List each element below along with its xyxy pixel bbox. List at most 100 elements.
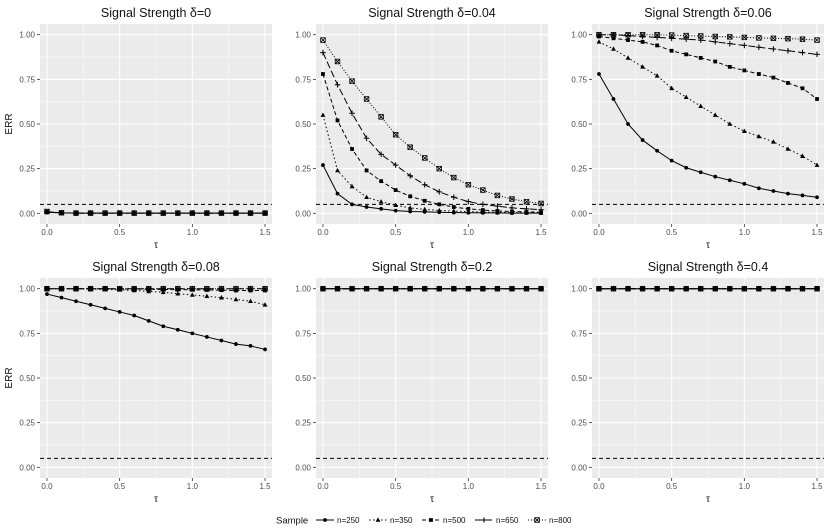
x-tick-label: 0.0 <box>41 228 53 237</box>
point-n=800-1 <box>610 286 617 292</box>
point-n=350-5 <box>393 202 399 208</box>
series-n=800 <box>44 286 268 292</box>
point-n=800-4 <box>102 286 108 292</box>
point-n=350-11 <box>204 293 210 299</box>
point-n=800-1 <box>334 286 341 292</box>
point-n=350-1 <box>611 46 616 51</box>
y-tick-label: 0.25 <box>571 165 587 174</box>
point-n=800-12 <box>494 192 501 199</box>
point-n=350-1 <box>335 167 340 173</box>
point-n=800-11 <box>204 210 210 216</box>
x-tick-label: 1.5 <box>259 482 271 491</box>
point-n=800-2 <box>349 78 355 84</box>
x-tick-label: 1.5 <box>535 482 547 491</box>
point-n=650-6 <box>407 172 413 179</box>
facet-panel-4: Signal Strength δ=0.2 0.00 0.25 0.50 0.75 1.0… <box>295 260 548 505</box>
point-n=800-13 <box>785 35 791 42</box>
point-n=800-0 <box>320 37 326 43</box>
point-n=800-1 <box>58 286 65 292</box>
point-n=500-12 <box>771 75 776 80</box>
point-n=350-13 <box>785 146 791 151</box>
point-n=650-10 <box>741 42 748 49</box>
point-n=800-3 <box>639 32 646 38</box>
point-n=650-8 <box>712 39 719 45</box>
legend-title: Sample <box>276 516 308 527</box>
point-n=800-6 <box>131 286 137 292</box>
point-n=350-7 <box>422 206 428 212</box>
x-tick-label: 0.5 <box>390 482 402 491</box>
x-tick-label: 1.0 <box>187 482 199 491</box>
y-tick-label: 0.50 <box>19 374 35 383</box>
point-n=500-4 <box>655 43 660 48</box>
point-n=500-13 <box>786 81 790 85</box>
x-tick-label: 1.5 <box>259 228 271 237</box>
point-n=800-1 <box>58 210 65 216</box>
point-n=800-14 <box>247 210 254 216</box>
y-tick-label: 1.00 <box>19 31 35 40</box>
legend-entry-n=250: n=250 <box>316 516 360 525</box>
panel-title: Signal Strength δ=0 <box>101 6 211 20</box>
point-n=800-2 <box>625 286 631 292</box>
point-n=800-9 <box>175 210 181 216</box>
point-n=250-1 <box>59 295 64 300</box>
x-tick-label: 0.0 <box>41 482 53 491</box>
point-n=800-3 <box>363 286 370 292</box>
point-n=800-5 <box>392 132 399 138</box>
point-n=350-key <box>375 517 381 522</box>
series-n=250 <box>45 292 267 352</box>
facet-panel-0: Signal Strength δ=0 0.00 0.25 0.50 0.75 1.00 0… <box>4 6 272 251</box>
point-n=800-10 <box>465 182 472 188</box>
point-n=650-2 <box>349 110 355 117</box>
point-n=800-10 <box>189 210 196 216</box>
point-n=250-4 <box>655 148 660 153</box>
x-axis-label: τ <box>430 494 434 505</box>
y-tick-label: 0.75 <box>295 75 311 84</box>
y-tick-label: 0.75 <box>571 329 587 338</box>
y-tick-label: 0.00 <box>295 463 311 472</box>
series-line-n=500 <box>598 36 818 100</box>
point-n=800-10 <box>189 286 196 292</box>
point-n=800-15 <box>262 286 268 292</box>
point-n=500-3 <box>364 168 369 173</box>
x-axis-label: τ <box>706 494 710 505</box>
y-tick-label: 0.25 <box>295 419 311 428</box>
legend-entry-n=350: n=350 <box>369 516 413 525</box>
point-n=500-3 <box>640 39 645 44</box>
point-n=800-10 <box>741 34 748 41</box>
y-tick-label: 0.00 <box>295 209 311 218</box>
y-tick-label: 0.25 <box>571 419 587 428</box>
point-n=800-5 <box>116 286 123 292</box>
facet-panel-1: Signal Strength δ=0.04 0.00 0.25 0.50 0.75 1.… <box>295 6 548 251</box>
point-n=250-8 <box>713 174 718 179</box>
point-n=350-4 <box>654 73 660 78</box>
series-line-n=800 <box>322 39 542 204</box>
point-n=350-0 <box>596 39 602 44</box>
series-n=800 <box>596 32 820 43</box>
y-axis-label: ERR <box>4 367 15 388</box>
series-n=800 <box>44 208 268 216</box>
point-n=250-3 <box>640 138 645 142</box>
x-tick-label: 1.0 <box>739 228 751 237</box>
point-n=350-15 <box>814 162 820 167</box>
point-n=350-8 <box>436 207 442 213</box>
point-n=800-12 <box>770 286 777 292</box>
x-tick-label: 1.5 <box>811 482 823 491</box>
point-n=800-11 <box>480 187 486 193</box>
y-tick-label: 0.75 <box>571 75 587 84</box>
point-n=350-15 <box>262 302 268 307</box>
point-n=350-7 <box>698 103 704 108</box>
series-n=250 <box>597 72 819 200</box>
x-tick-label: 1.0 <box>187 228 199 237</box>
point-n=350-0 <box>320 112 326 117</box>
point-n=650-5 <box>392 162 399 168</box>
x-axis-label: τ <box>430 240 434 251</box>
y-tick-label: 0.00 <box>19 463 35 472</box>
point-n=800-2 <box>349 286 355 292</box>
point-n=800-13 <box>233 210 239 216</box>
x-tick-label: 0.0 <box>317 228 329 237</box>
legend-label: n=250 <box>337 516 360 525</box>
point-n=500-7 <box>698 56 703 60</box>
point-n=800-11 <box>204 286 210 292</box>
point-n=250-1 <box>611 97 616 101</box>
point-n=800-9 <box>451 174 457 181</box>
